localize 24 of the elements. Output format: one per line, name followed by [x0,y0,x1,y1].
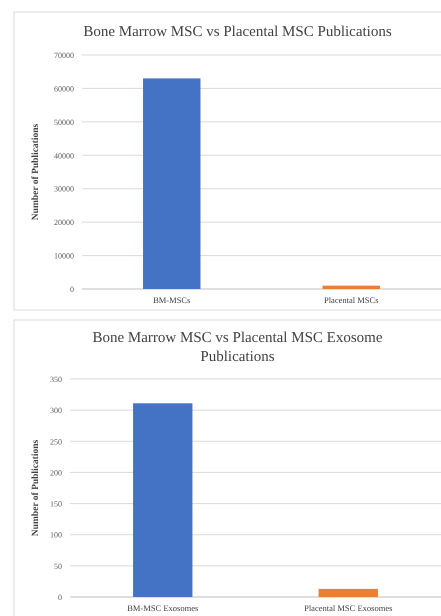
y-tick-label: 10000 [54,252,74,261]
y-axis-title: Number of Publications [31,123,41,220]
x-tick-label: BM-MSC Exosomes [127,603,198,613]
y-tick-label: 250 [50,437,62,446]
y-tick-label: 350 [50,375,62,384]
y-axis-title: Number of Publications [31,439,41,536]
chart-title: Bone Marrow MSC vs Placental MSC Publications [83,24,392,40]
y-tick-label: 200 [50,468,62,478]
x-tick-label: Placental MSCs [324,295,379,305]
y-tick-label: 150 [50,500,62,509]
y-tick-label: 70000 [54,51,74,60]
y-tick-label: 50 [54,562,62,571]
y-tick-label: 20000 [54,218,74,228]
x-tick-label: Placental MSC Exosomes [304,603,392,613]
y-tick-label: 0 [70,285,74,294]
y-tick-label: 60000 [54,84,74,94]
y-tick-label: 100 [50,530,62,540]
y-tick-label: 50000 [54,118,74,127]
y-tick-label: 0 [58,593,62,602]
y-tick-label: 40000 [54,151,74,160]
x-tick-label: BM-MSCs [153,295,190,305]
y-tick-label: 300 [50,406,62,416]
y-tick-label: 30000 [54,184,74,194]
chart-title: Bone Marrow MSC vs Placental MSC Exosome Publications [92,330,383,365]
